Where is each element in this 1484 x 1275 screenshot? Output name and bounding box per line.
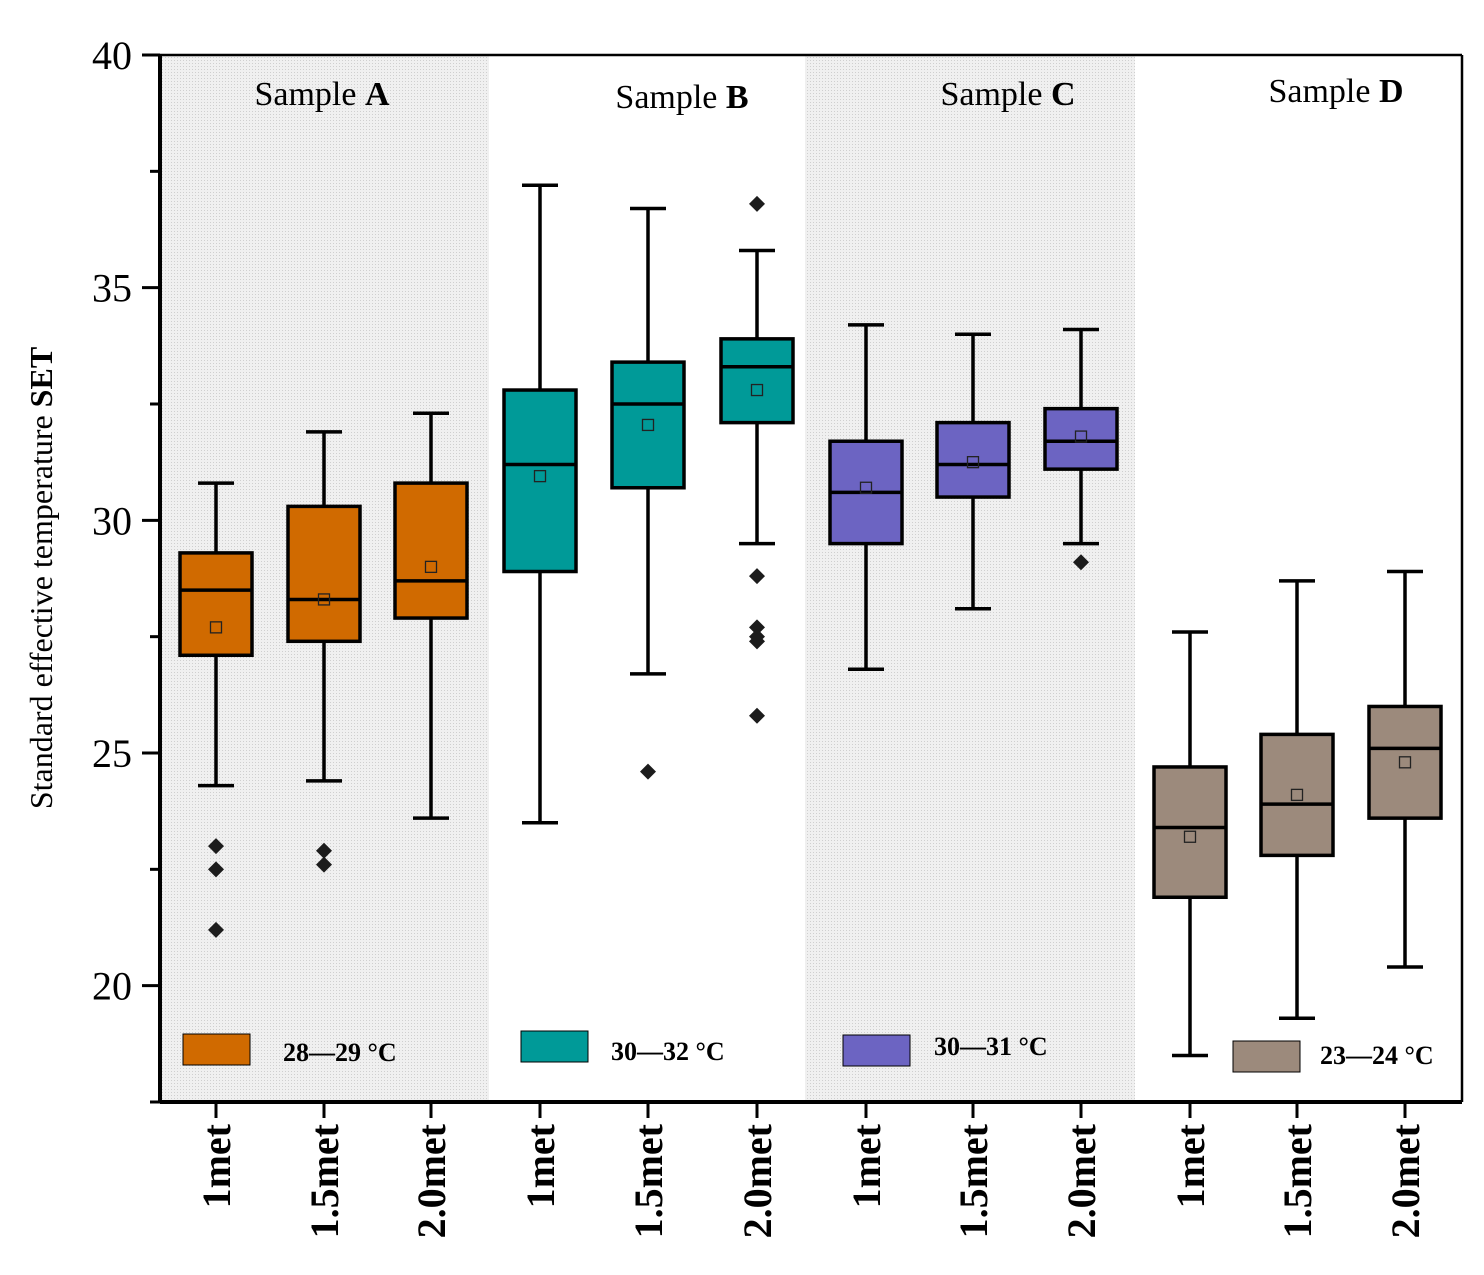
x-tick-label: 1met	[1168, 1123, 1213, 1208]
iqr-box	[610, 360, 686, 490]
iqr-box	[502, 388, 578, 574]
sample-title-a: Sample A	[254, 76, 389, 113]
x-tick-label: 1.5met	[1275, 1123, 1320, 1238]
mean-marker	[1074, 430, 1088, 443]
mean-marker	[317, 593, 331, 606]
outlier-point	[208, 861, 224, 878]
x-tick-label: 2.0met	[1059, 1123, 1104, 1238]
iqr-box	[1152, 765, 1228, 900]
box-d-2	[1259, 579, 1335, 1020]
legend-label-c: 30—31 °C	[934, 1032, 1048, 1061]
box-a-2	[286, 430, 362, 873]
box-d-1	[1152, 630, 1228, 1058]
box-c-3	[1043, 327, 1119, 571]
x-tick-label: 1met	[844, 1123, 889, 1208]
outlier-point	[208, 838, 224, 855]
legend-swatch-a	[182, 1033, 251, 1066]
box-a-3	[393, 411, 469, 820]
x-tick-label: 1.5met	[302, 1123, 347, 1238]
iqr-box	[393, 481, 469, 620]
mean-marker	[750, 383, 764, 397]
box-d-3	[1367, 569, 1443, 969]
sample-title-c: Sample C	[940, 76, 1075, 113]
iqr-box	[935, 420, 1011, 499]
sample-title-b: Sample B	[615, 79, 748, 116]
outlier-point	[749, 568, 765, 585]
legend-label-b: 30—32 °C	[611, 1037, 725, 1066]
legend-label-d: 23—24 °C	[1320, 1041, 1434, 1070]
y-tick-label: 35	[92, 266, 132, 311]
outlier-point	[749, 195, 765, 212]
outlier-point	[316, 842, 332, 859]
iqr-box	[1367, 704, 1443, 820]
legend-swatch-c	[842, 1034, 911, 1067]
mean-marker	[641, 418, 655, 432]
x-tick-label: 1.5met	[626, 1123, 671, 1238]
mean-marker	[1290, 788, 1304, 802]
box-a-1	[178, 481, 254, 938]
y-axis-label: Standard effective temperature SET	[23, 347, 59, 809]
box-c-2	[935, 332, 1011, 611]
box-c-1	[828, 323, 904, 671]
mean-marker	[1398, 756, 1412, 769]
x-tick-label: 2.0met	[735, 1123, 780, 1238]
mean-marker	[533, 469, 547, 483]
iqr-box	[1259, 732, 1335, 858]
outlier-point	[1073, 554, 1089, 571]
y-tick-label: 25	[92, 731, 132, 776]
x-tick-label: 2.0met	[409, 1123, 454, 1238]
iqr-box	[286, 504, 362, 644]
outlier-point	[749, 633, 765, 650]
outlier-point	[208, 921, 224, 938]
outlier-point	[749, 619, 765, 636]
iqr-box	[719, 337, 795, 425]
outlier-point	[749, 707, 765, 724]
legend-swatch-d	[1232, 1040, 1301, 1073]
sample-title-d: Sample D	[1268, 73, 1403, 110]
outlier-point	[316, 856, 332, 873]
mean-marker	[859, 481, 873, 494]
y-tick-label: 20	[92, 964, 132, 1009]
x-tick-label: 1met	[518, 1123, 563, 1208]
mean-marker	[1183, 830, 1197, 843]
x-tick-label: 2.0met	[1383, 1123, 1428, 1238]
group-panel-c	[805, 55, 1135, 1102]
outlier-point	[640, 763, 656, 780]
x-tick-label: 1met	[194, 1123, 239, 1208]
box-b-3	[719, 195, 795, 724]
box-b-2	[610, 206, 686, 780]
y-tick-label: 30	[92, 498, 132, 543]
mean-marker	[966, 456, 980, 469]
mean-marker	[424, 560, 438, 574]
legend-label-a: 28—29 °C	[283, 1038, 397, 1067]
mean-marker	[209, 621, 223, 634]
x-tick-label: 1.5met	[951, 1123, 996, 1238]
iqr-box	[1043, 406, 1119, 471]
iqr-box	[178, 551, 254, 658]
y-tick-label: 40	[92, 33, 132, 78]
legend-swatch-b	[520, 1030, 589, 1063]
box-b-1	[502, 183, 578, 825]
